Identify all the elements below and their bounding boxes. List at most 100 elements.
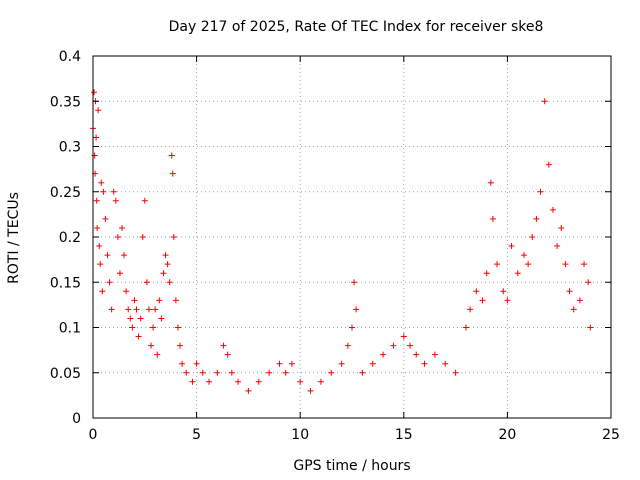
data-point [143, 279, 150, 286]
data-point [97, 261, 104, 268]
data-point [508, 243, 515, 250]
data-point [170, 234, 177, 240]
y-tick-label: 0.05 [50, 366, 81, 382]
data-point [91, 89, 98, 96]
data-point [166, 279, 173, 286]
data-point [380, 351, 387, 358]
data-point [529, 234, 536, 240]
data-point [169, 170, 176, 177]
data-point [554, 243, 561, 250]
data-point [541, 98, 548, 105]
x-tick-label: 20 [498, 427, 516, 443]
data-point [131, 297, 138, 304]
data-point [158, 315, 165, 322]
data-point [177, 342, 184, 349]
data-point [145, 306, 152, 313]
data-point [525, 261, 532, 268]
data-point [359, 369, 366, 376]
data-point [206, 378, 213, 385]
data-point [137, 315, 144, 322]
data-point [500, 288, 507, 295]
data-point [338, 360, 345, 367]
data-point [139, 234, 146, 240]
data-point [235, 378, 242, 385]
data-point [562, 261, 569, 268]
data-point [307, 387, 314, 394]
x-tick-label: 15 [395, 427, 413, 443]
data-point [479, 297, 486, 304]
y-tick-label: 0.15 [50, 275, 81, 291]
data-point [133, 306, 140, 313]
data-point [317, 378, 324, 385]
data-point [156, 297, 163, 304]
data-point [328, 369, 335, 376]
data-point [168, 152, 175, 159]
data-point [110, 188, 117, 195]
data-point [148, 342, 155, 349]
data-point [473, 288, 480, 295]
data-point [112, 197, 119, 204]
data-point [413, 351, 420, 358]
data-point [114, 234, 121, 240]
data-point [183, 369, 190, 376]
x-axis-label: GPS time / hours [293, 458, 410, 474]
chart-title: Day 217 of 2025, Rate Of TEC Index for r… [169, 19, 544, 35]
x-axis: 0 5 10 15 20 25 [89, 56, 620, 443]
data-point [193, 360, 200, 367]
data-point [127, 315, 134, 322]
data-point [489, 215, 496, 222]
data-point [102, 215, 109, 222]
data-point [344, 342, 351, 349]
data-point [537, 188, 544, 195]
data-point [106, 279, 113, 286]
data-point [549, 206, 556, 213]
data-point [369, 360, 376, 367]
data-points [90, 89, 594, 394]
data-point [514, 270, 521, 277]
data-point [452, 369, 459, 376]
data-point [297, 378, 304, 385]
grid [93, 56, 611, 418]
data-point [245, 387, 252, 394]
x-tick-label: 10 [291, 427, 309, 443]
data-point [94, 224, 101, 231]
y-tick-label: 0.2 [59, 230, 81, 246]
data-point [172, 297, 179, 304]
data-point [164, 261, 171, 268]
data-point [220, 342, 227, 349]
data-point [351, 279, 358, 286]
data-point [125, 306, 132, 313]
data-point [152, 306, 159, 313]
data-point [494, 261, 501, 268]
data-point [224, 351, 231, 358]
data-point [199, 369, 206, 376]
y-tick-label: 0.35 [50, 94, 81, 110]
data-point [129, 324, 136, 331]
data-point [442, 360, 449, 367]
data-point [141, 197, 148, 204]
y-tick-label: 0.25 [50, 185, 81, 201]
data-point [93, 134, 100, 141]
data-point [545, 161, 552, 168]
data-point [174, 324, 181, 331]
data-point [585, 279, 592, 286]
data-point [99, 288, 106, 295]
data-point [266, 369, 273, 376]
data-point [431, 351, 438, 358]
data-point [95, 107, 102, 114]
data-point [123, 288, 130, 295]
data-point [288, 360, 295, 367]
y-tick-label: 0.1 [59, 321, 81, 337]
data-point [576, 297, 583, 304]
data-point [96, 243, 103, 250]
data-point [150, 324, 157, 331]
y-tick-label: 0 [72, 411, 81, 427]
data-point [570, 306, 577, 313]
data-point [100, 188, 107, 195]
data-point [121, 252, 128, 259]
data-point [179, 360, 186, 367]
y-tick-label: 0.3 [59, 140, 81, 156]
data-point [520, 252, 527, 259]
data-point [189, 378, 196, 385]
